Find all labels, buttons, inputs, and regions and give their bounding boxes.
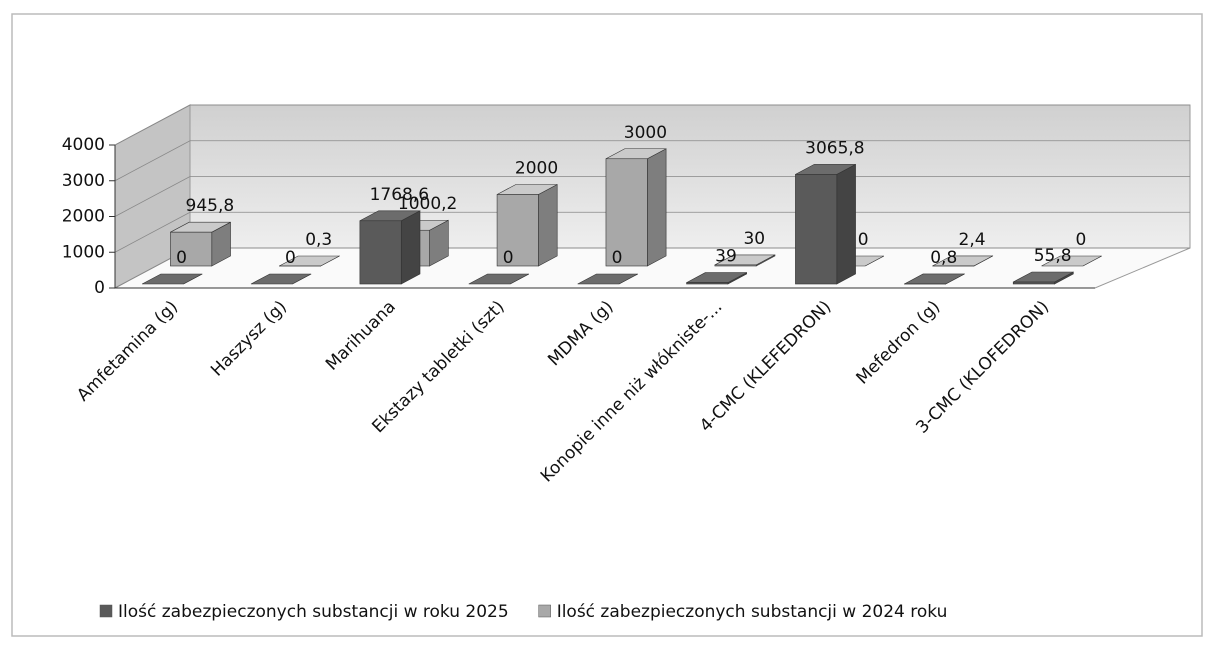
- bar-top: [468, 273, 530, 285]
- data-label: 0: [285, 248, 296, 268]
- grid-line: [114, 176, 1190, 217]
- data-label: 30: [743, 229, 765, 249]
- data-label: 3000: [624, 123, 667, 143]
- y-tick-label: 1000: [62, 242, 105, 262]
- bar-side: [647, 148, 667, 267]
- legend-swatch: [538, 604, 551, 618]
- grid-line: [114, 140, 1190, 182]
- data-label: 55,8: [1034, 246, 1072, 266]
- data-label: 0: [858, 230, 869, 250]
- bar-top: [1041, 255, 1102, 267]
- y-tick-label: 2000: [62, 207, 105, 227]
- bar: [170, 231, 213, 267]
- bar: [359, 220, 402, 285]
- y-tick-label: 3000: [62, 171, 105, 191]
- data-label: 0,8: [930, 248, 957, 268]
- data-label: 0: [1076, 230, 1087, 250]
- data-label: 39: [715, 247, 737, 267]
- bar-side: [400, 210, 421, 285]
- bar: [1012, 281, 1055, 285]
- bar-top: [250, 273, 312, 285]
- y-tick-label: 4000: [62, 135, 105, 155]
- data-label: 0: [503, 248, 514, 268]
- bar-top: [141, 273, 203, 285]
- bar-side: [538, 184, 558, 267]
- data-label: 0,3: [305, 230, 332, 250]
- bar: [714, 264, 757, 267]
- data-label: 1000,2: [398, 194, 457, 214]
- bar: [795, 174, 838, 285]
- bar: [686, 282, 729, 285]
- y-tick-label: 0: [94, 278, 105, 298]
- data-label: 945,8: [186, 196, 235, 216]
- bar: [496, 194, 539, 267]
- data-label: 2000: [515, 159, 558, 179]
- legend-label: Ilość zabezpieczonych substancji w 2024 …: [557, 602, 948, 622]
- data-label: 2,4: [959, 230, 986, 250]
- grid-line: [114, 211, 1190, 253]
- bar: [605, 158, 648, 267]
- legend-label: Ilość zabezpieczonych substancji w roku …: [118, 602, 509, 622]
- bar-side: [836, 163, 856, 285]
- bar-top: [577, 273, 638, 285]
- data-label: 3065,8: [805, 138, 864, 158]
- data-label: 1768,6: [370, 185, 429, 205]
- data-label: 0: [612, 248, 623, 268]
- legend-swatch: [99, 604, 113, 618]
- data-label: 0: [176, 248, 187, 268]
- grid-line: [114, 104, 1190, 146]
